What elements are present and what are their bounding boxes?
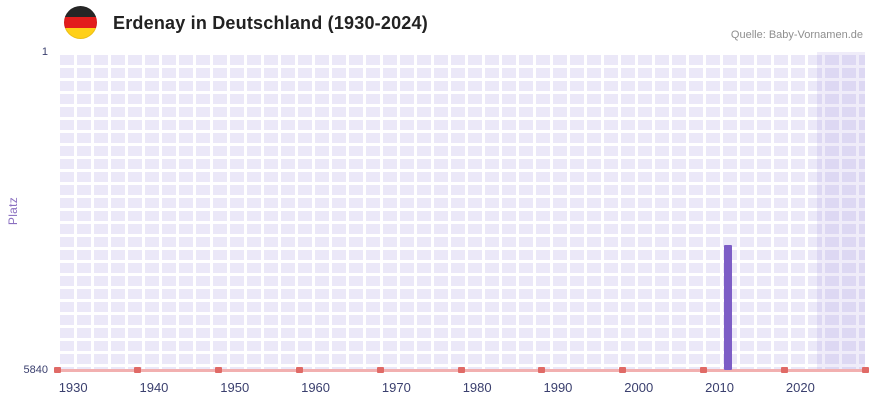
x-axis-minor-tick — [861, 367, 869, 373]
x-axis-minor-tick — [134, 367, 142, 373]
rank-bar-2011[interactable] — [723, 245, 732, 370]
x-axis-labels: 1930 1940 1950 1960 1970 1980 1990 2000 2010 2020 — [57, 380, 865, 398]
x-tick-label: 2000 — [624, 380, 654, 395]
x-tick-label: 2010 — [705, 380, 735, 395]
x-tick-label: 1950 — [220, 380, 250, 395]
x-tick-label: 1940 — [139, 380, 169, 395]
x-tick-label: 1930 — [58, 380, 88, 395]
x-tick-label: 1970 — [381, 380, 411, 395]
x-axis-minor-tick — [53, 367, 61, 373]
y-axis-title: Platz — [6, 196, 20, 226]
x-tick-label: 2020 — [785, 380, 815, 395]
x-tick-label: 1990 — [543, 380, 573, 395]
y-axis-tick-bottom: 5840 — [23, 364, 48, 376]
source-credit: Quelle: Baby-Vornamen.de — [730, 29, 863, 41]
x-axis-minor-tick — [699, 367, 707, 373]
recent-years-band — [816, 52, 865, 370]
x-axis-minor-tick — [619, 367, 627, 373]
x-axis-minor-tick — [295, 367, 303, 373]
plot-area — [53, 52, 869, 373]
y-axis-tick-top: 1 — [41, 46, 48, 58]
x-axis-minor-tick — [457, 367, 465, 373]
chart-title: Erdenay in Deutschland (1930-2024) — [113, 13, 428, 33]
x-tick-label: 1980 — [462, 380, 492, 395]
german-flag-icon — [64, 6, 97, 39]
x-axis-minor-tick — [376, 367, 384, 373]
x-axis-minor-tick — [780, 367, 788, 373]
x-axis-minor-tick — [538, 367, 546, 373]
x-axis-minor-tick — [215, 367, 223, 373]
x-tick-label: 1960 — [301, 380, 331, 395]
